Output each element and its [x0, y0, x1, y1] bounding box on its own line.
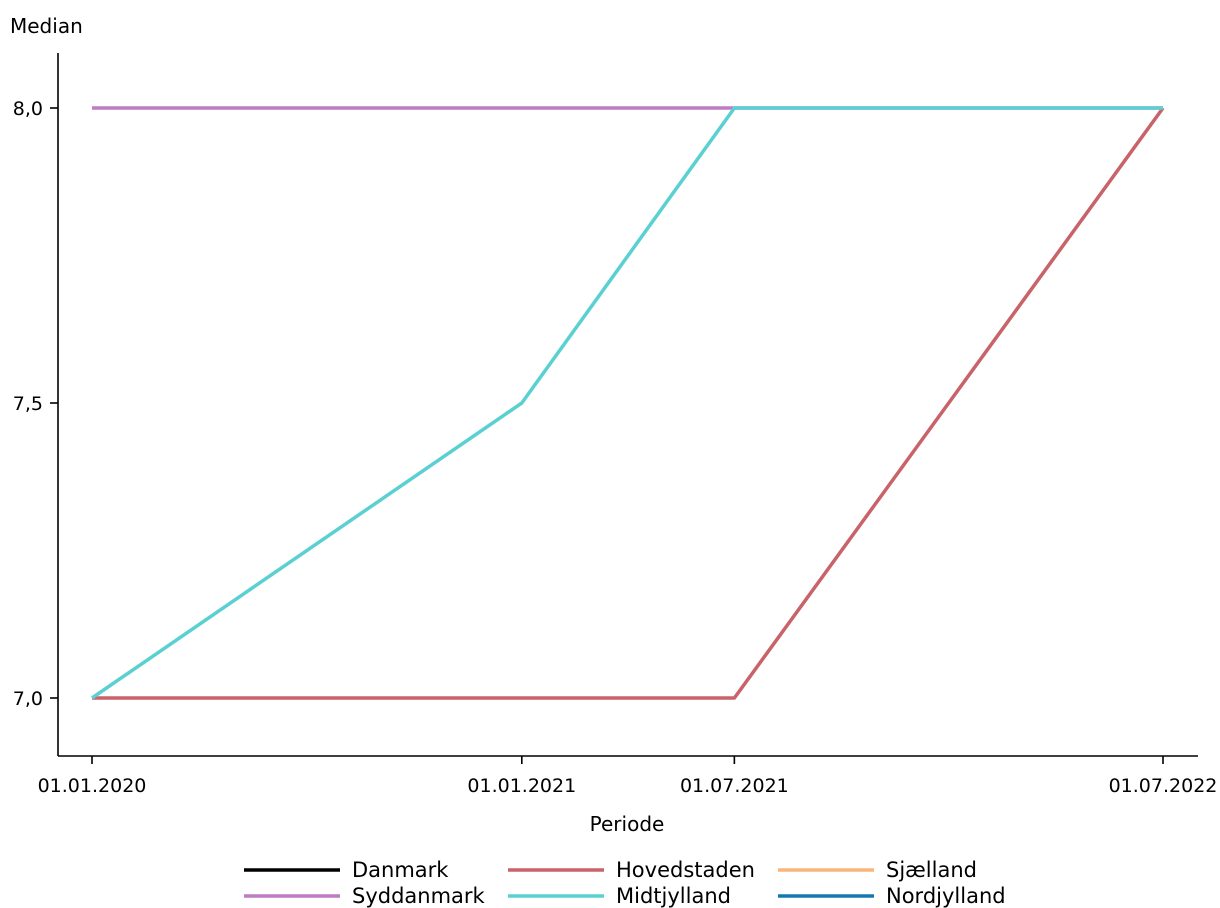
x-tick-label: 01.01.2020	[38, 775, 147, 797]
legend: Danmark Hovedstaden Sjælland Syddanmark Midt…	[244, 858, 1006, 908]
y-tick-label: 7,5	[13, 393, 43, 415]
y-axis-ticks: 7,07,58,08,59,0	[13, 98, 58, 710]
legend-label-syddanmark: Syddanmark	[352, 884, 486, 908]
legend-label-midtjylland: Midtjylland	[616, 884, 731, 908]
x-tick-label: 01.07.2021	[680, 775, 789, 797]
series-line-midtjylland	[91, 106, 1163, 700]
y-tick-label: 7,0	[13, 688, 43, 710]
legend-label-sjaelland: Sjælland	[886, 858, 977, 882]
legend-label-hovedstaden: Hovedstaden	[616, 858, 755, 882]
series-lines	[91, 106, 1165, 700]
y-tick-label: 8,0	[13, 98, 43, 120]
x-tick-label: 01.07.2022	[1109, 775, 1218, 797]
y-axis-title: Median	[10, 14, 83, 38]
series-line-hovedstaden	[92, 106, 1165, 700]
x-axis-title: Periode	[590, 812, 665, 836]
legend-label-danmark: Danmark	[352, 858, 449, 882]
legend-label-nordjylland: Nordjylland	[886, 884, 1006, 908]
x-axis-ticks: 01.01.2020 01.01.2021 01.07.2021 01.07.2022	[38, 756, 1218, 797]
x-tick-label: 01.01.2021	[467, 775, 576, 797]
